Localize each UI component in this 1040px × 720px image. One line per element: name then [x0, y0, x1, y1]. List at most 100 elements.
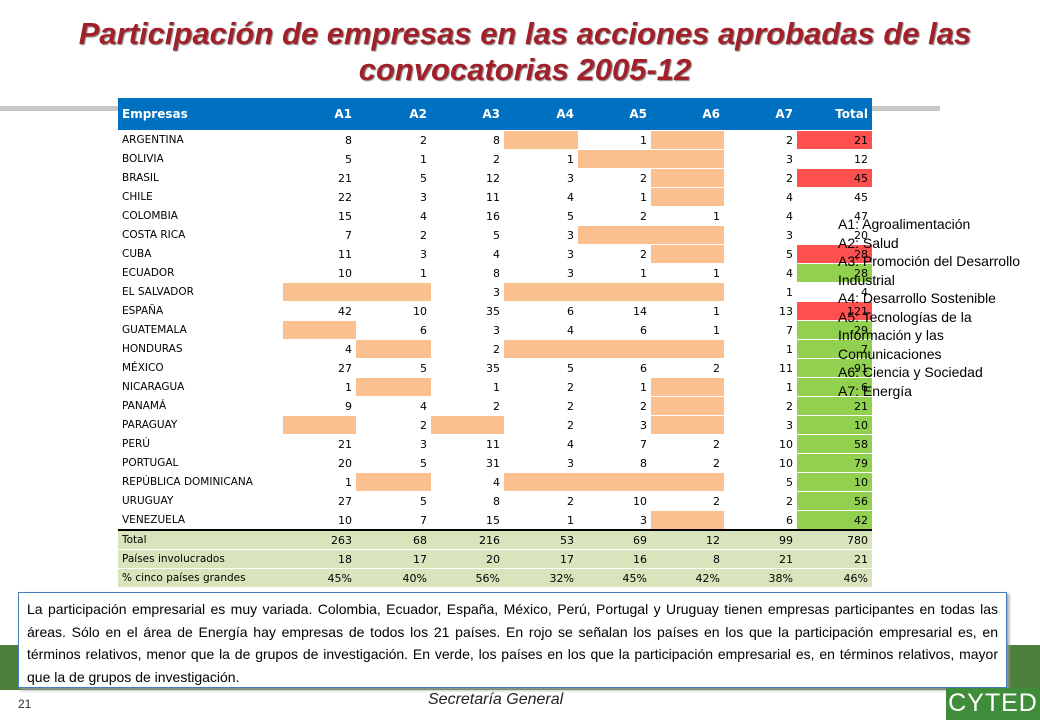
country-cell: ARGENTINA	[118, 130, 283, 150]
legend-item: A5: Tecnologías de la Información y las …	[838, 308, 972, 362]
value-cell: 1	[651, 301, 724, 321]
value-cell: 7	[356, 510, 431, 531]
summary-cell: 780	[797, 529, 872, 550]
table-row: MÉXICO 27 5 35 5 6 2 11 91	[118, 358, 872, 378]
value-cell	[651, 377, 724, 397]
value-cell: 35	[431, 358, 504, 378]
value-cell: 11	[283, 244, 356, 264]
legend-item: A3: Promoción del Desarrollo Industrial	[838, 253, 1021, 288]
value-cell: 8	[431, 491, 504, 511]
value-cell	[651, 396, 724, 416]
value-cell: 5	[356, 168, 431, 188]
value-cell: 2	[724, 396, 797, 416]
value-cell	[651, 168, 724, 188]
value-cell	[651, 339, 724, 359]
country-cell: EL SALVADOR	[118, 282, 283, 302]
summary-cell: 8	[651, 549, 724, 569]
note-box: La participación empresarial es muy vari…	[18, 592, 1007, 688]
value-cell: 10	[724, 434, 797, 454]
country-cell: COSTA RICA	[118, 225, 283, 245]
value-cell: 4	[356, 206, 431, 226]
value-cell	[578, 149, 651, 169]
value-cell: 3	[724, 415, 797, 435]
summary-cell: 12	[651, 529, 724, 550]
summary-row: % cinco países grandes 45% 40% 56% 32% 45% 42%…	[118, 568, 872, 588]
value-cell: 10	[797, 415, 872, 435]
value-cell: 3	[356, 244, 431, 264]
value-cell: 4	[504, 434, 578, 454]
header-cell: A5	[578, 98, 651, 131]
table-row: PORTUGAL 20 5 31 3 8 2 10 79	[118, 453, 872, 473]
country-cell: VENEZUELA	[118, 510, 283, 531]
value-cell: 21	[283, 434, 356, 454]
country-cell: NICARAGUA	[118, 377, 283, 397]
table-row: HONDURAS 4 2 1 7	[118, 339, 872, 359]
value-cell: 2	[431, 339, 504, 359]
country-cell: HONDURAS	[118, 339, 283, 359]
summary-cell: 17	[356, 549, 431, 569]
logo: CYTED	[946, 688, 1040, 720]
value-cell: 3	[504, 244, 578, 264]
value-cell: 1	[504, 510, 578, 531]
value-cell: 6	[578, 320, 651, 340]
table-row: REPÚBLICA DOMINICANA 1 4 5 10	[118, 472, 872, 492]
country-cell: PORTUGAL	[118, 453, 283, 473]
value-cell: 5	[356, 358, 431, 378]
page-number: 21	[18, 697, 32, 711]
value-cell	[651, 149, 724, 169]
value-cell: 2	[356, 130, 431, 150]
value-cell: 1	[724, 282, 797, 302]
value-cell: 10	[724, 453, 797, 473]
value-cell: 56	[797, 491, 872, 511]
header-cell: A1	[283, 98, 356, 131]
value-cell: 3	[356, 434, 431, 454]
value-cell	[356, 377, 431, 397]
value-cell: 9	[283, 396, 356, 416]
table-row: BOLIVIA 5 1 2 1 3 12	[118, 149, 872, 169]
value-cell: 2	[431, 396, 504, 416]
summary-label: % cinco países grandes	[118, 568, 283, 588]
value-cell	[504, 339, 578, 359]
data-table: Empresas A1 A2 A3 A4 A5 A6 A7 Total ARGENTINA 8 2 8 1…	[118, 98, 872, 588]
value-cell	[356, 339, 431, 359]
value-cell: 8	[283, 130, 356, 150]
value-cell: 5	[724, 472, 797, 492]
value-cell: 42	[283, 301, 356, 321]
value-cell: 21	[797, 396, 872, 416]
value-cell: 3	[504, 168, 578, 188]
value-cell: 58	[797, 434, 872, 454]
value-cell: 11	[724, 358, 797, 378]
summary-cell: 21	[724, 549, 797, 569]
country-cell: ECUADOR	[118, 263, 283, 283]
country-cell: BOLIVIA	[118, 149, 283, 169]
summary-cell: 42%	[651, 568, 724, 588]
value-cell: 7	[578, 434, 651, 454]
value-cell: 5	[283, 149, 356, 169]
table-row: ARGENTINA 8 2 8 1 2 21	[118, 130, 872, 150]
summary-cell: 46%	[797, 568, 872, 588]
value-cell: 79	[797, 453, 872, 473]
table-row: URUGUAY 27 5 8 2 10 2 2 56	[118, 491, 872, 511]
value-cell: 3	[431, 320, 504, 340]
value-cell: 91	[797, 358, 872, 378]
value-cell: 2	[356, 415, 431, 435]
country-cell: PANAMÁ	[118, 396, 283, 416]
value-cell: 1	[578, 377, 651, 397]
value-cell	[356, 472, 431, 492]
value-cell: 35	[431, 301, 504, 321]
value-cell: 45	[797, 187, 872, 207]
value-cell	[651, 244, 724, 264]
summary-cell: 21	[797, 549, 872, 569]
legend-item: A2: Salud	[838, 234, 899, 251]
value-cell: 2	[651, 434, 724, 454]
table-row: COLOMBIA 15 4 16 5 2 1 4 47	[118, 206, 872, 226]
value-cell: 3	[504, 453, 578, 473]
value-cell: 8	[431, 130, 504, 150]
title: Participación de empresas en las accione…	[78, 16, 972, 87]
value-cell: 2	[504, 396, 578, 416]
value-cell: 2	[651, 453, 724, 473]
value-cell: 10	[578, 491, 651, 511]
country-cell: CHILE	[118, 187, 283, 207]
value-cell	[504, 472, 578, 492]
